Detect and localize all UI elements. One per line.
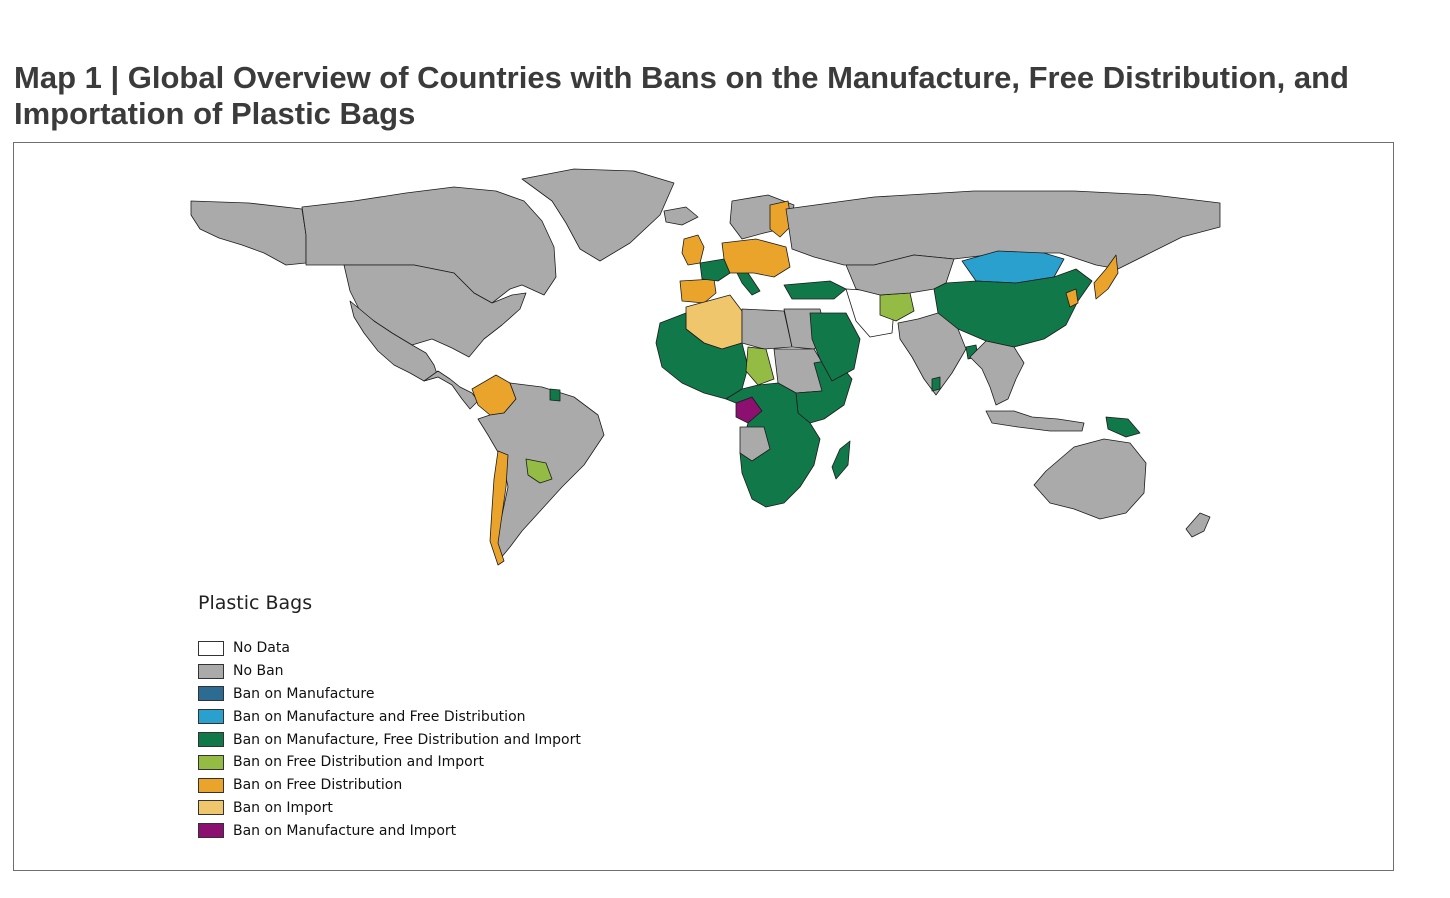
legend-swatch [198,732,224,748]
legend-label: No Data [233,640,290,657]
legend-label: Ban on Import [233,799,333,816]
region-alaska [190,200,307,266]
region-united-kingdom [681,234,705,266]
region-australia [1033,438,1147,520]
region-korea [1065,288,1079,308]
region-spain-portugal [679,278,717,304]
legend-item: Ban on Import [198,797,581,820]
region-saudi-arabia [809,312,861,382]
region-southeast-asia [969,340,1025,406]
region-papua-new-guinea [1105,416,1141,438]
legend-swatch [198,663,224,679]
world-map [190,168,1221,566]
legend-item: Ban on Free Distribution [198,774,581,797]
legend-label: Ban on Manufacture and Import [233,822,457,839]
legend-swatch [198,800,224,816]
region-west-africa [655,312,749,400]
region-central-southern-africa [725,382,821,508]
legend-item: No Data [198,637,581,660]
legend-swatch [198,754,224,770]
region-paraguay [525,458,553,484]
legend-label: Ban on Free Distribution [233,777,403,794]
region-turkey [783,280,847,300]
legend-swatch [198,640,224,656]
legend-item: No Ban [198,660,581,683]
region-greenland [521,168,675,262]
region-new-zealand [1185,512,1211,538]
legend-swatch [198,709,224,725]
map-frame: Plastic Bags No Data No Ban Ban on Manufac… [13,142,1394,871]
region-central-europe [721,238,791,278]
legend-items: No Data No Ban Ban on Manufacture Ban on Ma… [198,637,581,842]
legend-label: Ban on Manufacture, Free Distribution an… [233,731,581,748]
legend-swatch [198,686,224,702]
legend-swatch [198,823,224,839]
region-france [699,258,731,282]
map-title: Map 1 | Global Overview of Countries wit… [14,60,1349,131]
legend-item: Ban on Free Distribution and Import [198,751,581,774]
legend-item: Ban on Manufacture [198,683,581,706]
region-madagascar [831,440,851,480]
legend-item: Ban on Manufacture and Free Distribution [198,705,581,728]
map-legend: Plastic Bags No Data No Ban Ban on Manufac… [198,591,581,842]
legend-label: Ban on Free Distribution and Import [233,754,484,771]
region-libya [741,308,793,350]
region-central-america [423,370,479,410]
region-chile [489,450,509,566]
region-suriname [549,388,561,402]
legend-item: Ban on Manufacture, Free Distribution an… [198,728,581,751]
region-india [897,312,967,396]
legend-title: Plastic Bags [198,592,313,614]
region-chad [745,346,775,386]
region-italy [735,270,761,296]
legend-label: Ban on Manufacture [233,685,375,702]
region-japan [1093,254,1119,300]
legend-swatch [198,777,224,793]
region-iceland [663,206,699,226]
region-afghanistan [879,292,915,322]
region-sri-lanka [931,376,941,392]
legend-item: Ban on Manufacture and Import [198,819,581,842]
region-indonesia [985,410,1085,432]
legend-label: No Ban [233,663,284,680]
region-angola [739,426,771,462]
legend-label: Ban on Manufacture and Free Distribution [233,708,526,725]
